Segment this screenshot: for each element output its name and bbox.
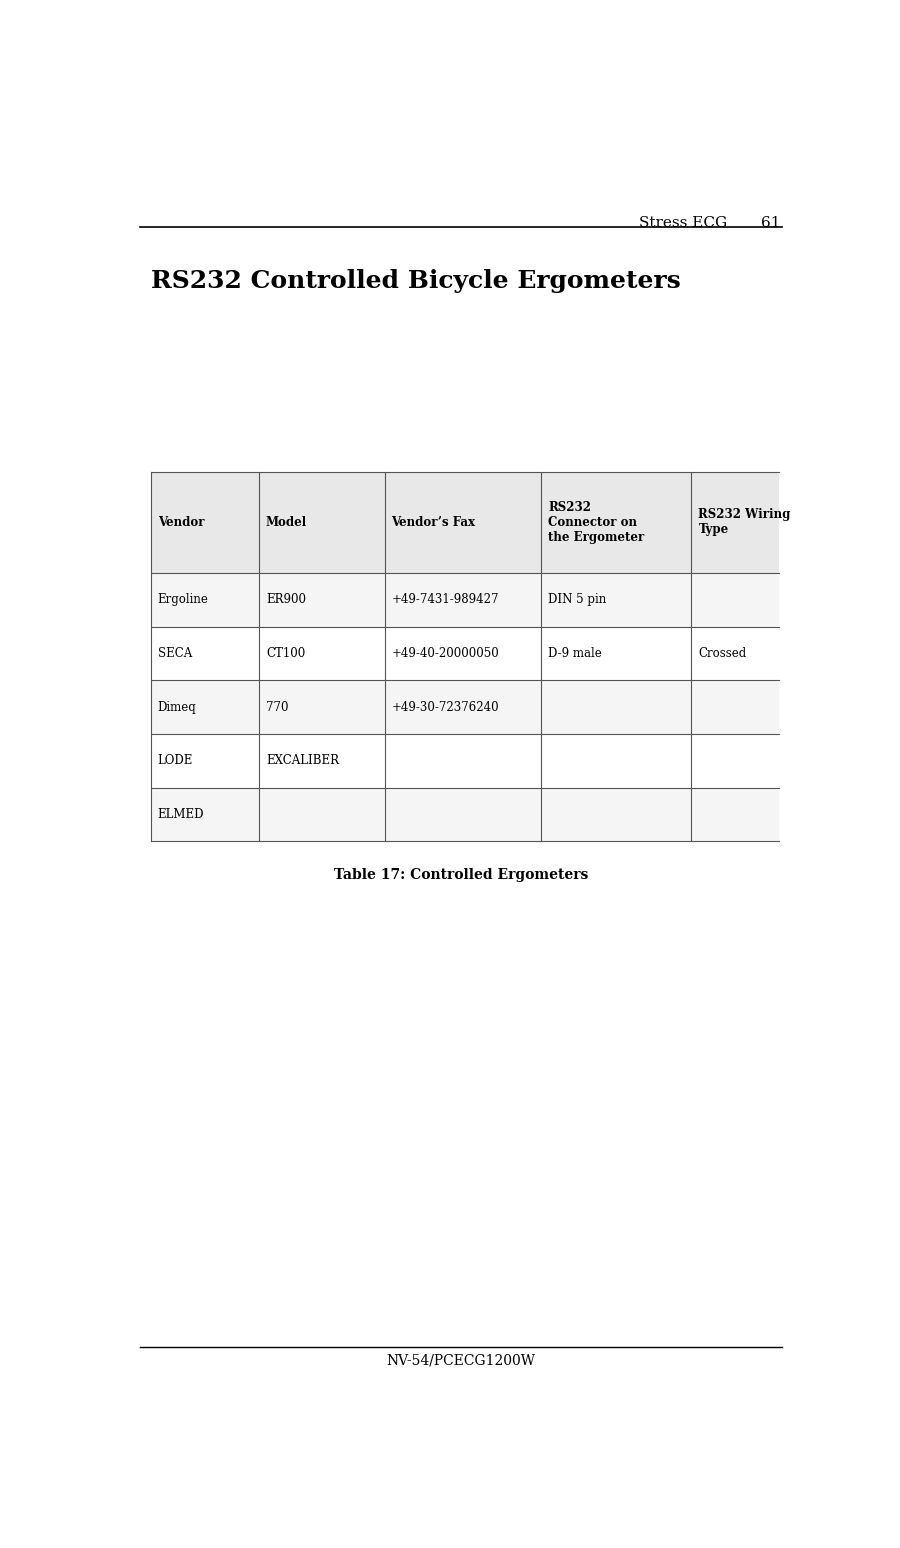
Text: +49-7431-989427: +49-7431-989427 bbox=[392, 593, 499, 607]
Bar bbox=[151, 681, 778, 734]
Bar bbox=[151, 472, 778, 573]
Text: SECA: SECA bbox=[158, 647, 192, 659]
Text: 61: 61 bbox=[761, 215, 780, 229]
Text: +49-40-20000050: +49-40-20000050 bbox=[392, 647, 500, 659]
Bar bbox=[151, 734, 778, 788]
Text: Stress ECG: Stress ECG bbox=[639, 215, 727, 229]
Text: RS232 Wiring
Type: RS232 Wiring Type bbox=[698, 508, 791, 537]
Text: ELMED: ELMED bbox=[158, 808, 204, 820]
Text: +49-30-72376240: +49-30-72376240 bbox=[392, 701, 500, 714]
Text: Dimeq: Dimeq bbox=[158, 701, 196, 714]
Bar bbox=[151, 627, 778, 681]
Text: Ergoline: Ergoline bbox=[158, 593, 209, 607]
Text: Model: Model bbox=[266, 515, 307, 529]
Text: EXCALIBER: EXCALIBER bbox=[266, 754, 339, 768]
Text: RS232 Controlled Bicycle Ergometers: RS232 Controlled Bicycle Ergometers bbox=[151, 269, 680, 293]
Text: DIN 5 pin: DIN 5 pin bbox=[548, 593, 607, 607]
Text: CT100: CT100 bbox=[266, 647, 305, 659]
Text: D-9 male: D-9 male bbox=[548, 647, 602, 659]
Text: LODE: LODE bbox=[158, 754, 194, 768]
Text: ER900: ER900 bbox=[266, 593, 306, 607]
Text: Table 17: Controlled Ergometers: Table 17: Controlled Ergometers bbox=[334, 867, 589, 881]
Text: Vendor’s Fax: Vendor’s Fax bbox=[392, 515, 475, 529]
Bar bbox=[151, 573, 778, 627]
Text: Crossed: Crossed bbox=[698, 647, 747, 659]
Text: RS232
Connector on
the Ergometer: RS232 Connector on the Ergometer bbox=[548, 502, 644, 543]
Text: NV-54/PCECG1200W: NV-54/PCECG1200W bbox=[387, 1354, 536, 1368]
Text: 770: 770 bbox=[266, 701, 288, 714]
Text: Vendor: Vendor bbox=[158, 515, 204, 529]
Bar bbox=[151, 788, 778, 842]
